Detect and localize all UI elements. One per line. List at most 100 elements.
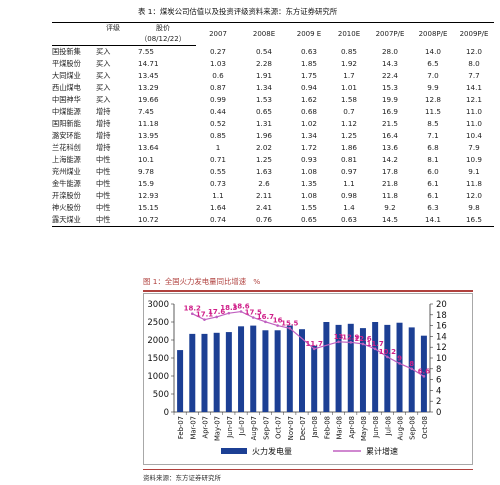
line-point [398, 362, 401, 365]
x-tick-label: Dec-07 [299, 416, 307, 440]
table-cell: 2.28 [255, 59, 272, 68]
table-cell: 中性 [96, 155, 111, 164]
left-tick-label: 1000 [147, 372, 169, 382]
table-cell: 12.0 [465, 191, 482, 200]
table-row: 上海能源 中性 10.1 0.71 1.25 0.93 0.81 14.2 8.1 10.9 [52, 154, 494, 166]
table-cell: 1.25 [255, 155, 272, 164]
table-cell: 7.1 [427, 131, 439, 140]
table-cell: 12.8 [424, 95, 441, 104]
table-cell: 15.15 [138, 203, 159, 212]
table-cell: 19.9 [381, 95, 398, 104]
data-label: 18.6 [232, 303, 249, 311]
table-cell: 0.93 [300, 155, 317, 164]
table-cell: 16.9 [381, 107, 398, 116]
table-cell: 12.0 [465, 46, 482, 56]
table-cell: 16.5 [454, 214, 494, 227]
company-cell: 中煤能源 [52, 107, 81, 116]
table-cell: 中性 [96, 167, 111, 176]
line-point [337, 340, 340, 344]
table-cell: 1.02 [300, 119, 317, 128]
table-row: 兰花科创 增持 13.64 1 2.02 1.72 1.86 13.6 6.8 7.9 [52, 142, 494, 154]
table-cell: 0.52 [209, 119, 226, 128]
table-cell: 10.4 [465, 131, 482, 140]
line-point [410, 367, 414, 371]
table-cell: 11.8 [465, 179, 482, 188]
company-cell: 潞安环能 [52, 131, 81, 140]
bar [201, 333, 208, 412]
bar [347, 323, 354, 412]
table-cell: 买入 [96, 95, 111, 104]
table-cell: 中性 [96, 191, 111, 200]
chart-title: 图 1：全国火力发电量同比增速 % [143, 276, 443, 287]
source-rule [143, 469, 473, 470]
table-cell: 0.44 [209, 107, 226, 116]
bar [250, 325, 257, 412]
bar [311, 345, 318, 412]
right-tick-label: 16 [436, 322, 447, 332]
table-cell: 1.75 [300, 71, 317, 80]
table-cell: 2.02 [255, 143, 272, 152]
data-label: 6.6 [418, 367, 431, 375]
data-label: 12.6 [354, 335, 371, 343]
chart-source: 资料来源：东方证券研究所 [143, 474, 221, 482]
legend-swatch-bars [221, 448, 247, 454]
right-tick-label: 6 [436, 376, 441, 386]
valuation-table: 评级 股价 2007 2008E 2009 E 2010E 2007P/E 20… [52, 22, 494, 227]
table-cell: 2.41 [255, 203, 272, 212]
header-2009pe: 2009P/E [454, 22, 494, 46]
x-tick-label: Jan-08 [311, 416, 319, 439]
table-cell: 21.8 [381, 179, 398, 188]
table-cell: 0.97 [340, 167, 357, 176]
company-cell: 西山煤电 [52, 83, 81, 92]
header-2009e: 2009 E [288, 22, 330, 46]
table-cell: 0.6 [212, 71, 224, 80]
line-point [422, 375, 426, 378]
table-row: 潞安环能 增持 13.95 0.85 1.96 1.34 1.25 16.4 7.1 10.4 [52, 130, 494, 142]
header-rating: 评级 [96, 22, 130, 34]
table-cell: 增持 [96, 131, 111, 140]
table-cell: 14.0 [424, 46, 441, 56]
company-cell: 兰花科创 [52, 143, 81, 152]
table-cell: 1.12 [340, 119, 357, 128]
chart-title-text: 图 1：全国火力发电量同比增速 [143, 277, 247, 286]
table-cell: 6.1 [427, 179, 439, 188]
x-tick-label: Sep-08 [409, 416, 417, 440]
bar [238, 326, 245, 412]
line-point [276, 324, 279, 327]
table-cell: 10.72 [130, 214, 196, 227]
table-cell: 0.99 [209, 95, 226, 104]
company-cell: 中国神华 [52, 95, 81, 104]
table-cell: 2.11 [255, 191, 272, 200]
line-point [215, 315, 218, 319]
table-cell: 0.85 [340, 46, 357, 56]
left-tick-label: 1500 [147, 354, 169, 364]
table-cell: 8.5 [427, 119, 439, 128]
company-cell: 平煤股份 [52, 59, 81, 68]
table-cell: 7.7 [468, 71, 480, 80]
table-cell: 1.08 [300, 191, 317, 200]
table-cell: 中性 [96, 203, 111, 212]
line-point [227, 311, 231, 315]
x-tick-label: Jul-08 [384, 416, 392, 436]
x-tick-label: Mar-08 [336, 416, 344, 440]
table-row: 大同煤业 买入 13.45 0.6 1.91 1.75 1.7 22.4 7.0 7.7 [52, 70, 494, 82]
table-row: 金牛能源 中性 15.9 0.73 2.6 1.35 1.1 21.8 6.1 11.8 [52, 178, 494, 190]
table-cell: 1 [215, 143, 221, 152]
data-label: 12.9 [342, 333, 359, 341]
table-row: 露天煤业 中性 10.72 0.74 0.76 0.65 0.63 14.5 14.1 16.5 [52, 214, 494, 227]
table-cell: 0.54 [255, 46, 272, 56]
table-cell: 1.7 [343, 71, 355, 80]
table-cell: 1.92 [340, 59, 357, 68]
table-cell: 0.94 [300, 83, 317, 92]
table-cell: 买入 [96, 83, 111, 92]
header-price: 股价 [130, 22, 196, 34]
table-cell: 9.2 [384, 203, 396, 212]
table-cell: 13.95 [138, 131, 159, 140]
right-tick-label: 8 [436, 365, 441, 375]
line-point [251, 316, 255, 319]
x-tick-label: Apr-07 [201, 416, 209, 438]
table-cell: 11.5 [424, 107, 441, 116]
table-cell: 13.6 [381, 143, 398, 152]
header-blank-2 [52, 34, 96, 46]
table-cell: 7.9 [468, 143, 480, 152]
